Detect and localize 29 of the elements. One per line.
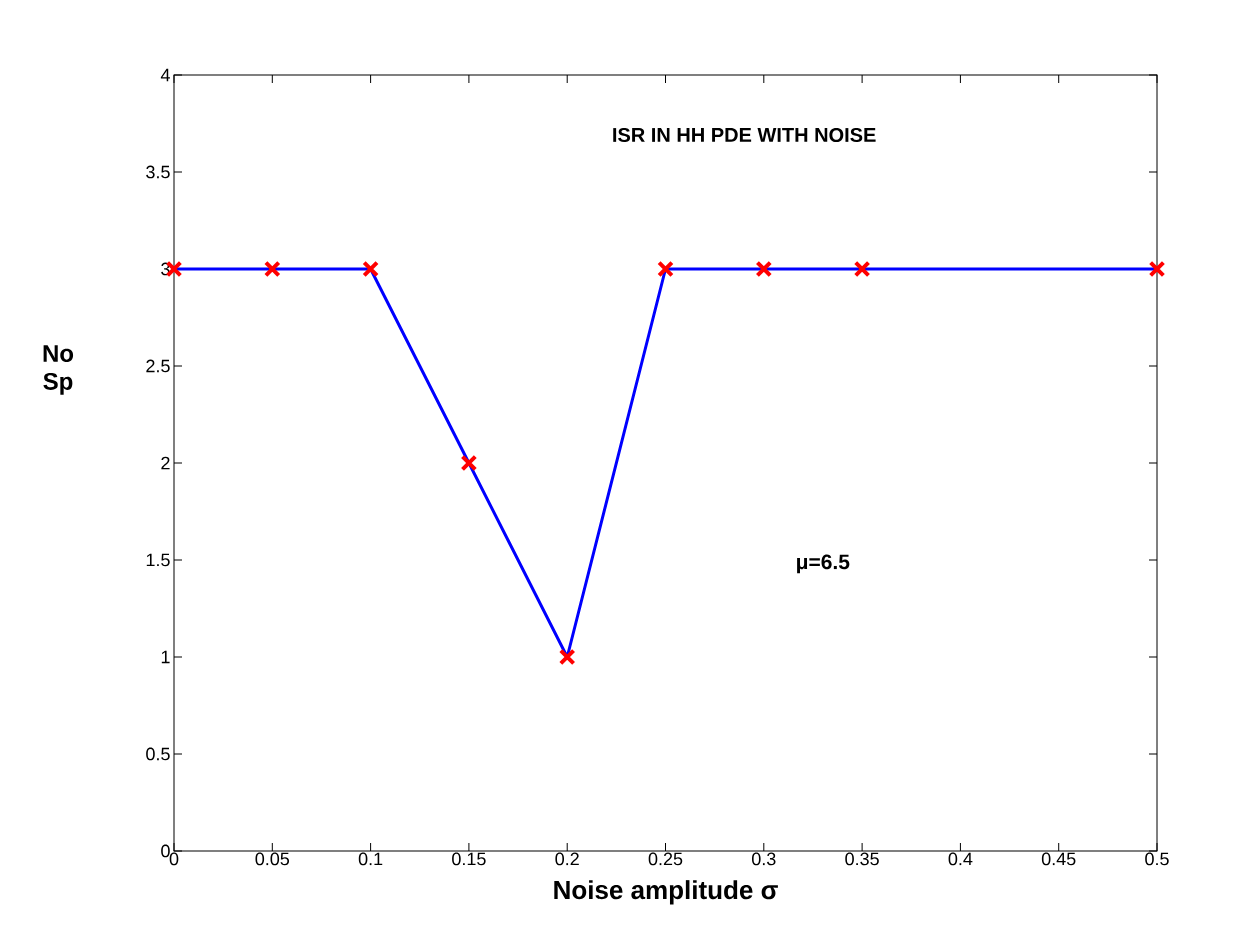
point	[460, 454, 478, 472]
x-tick-label: 0.25	[648, 852, 683, 866]
x-axis-title: Noise amplitude σ	[554, 880, 778, 905]
y-tick-label: 1.5	[146, 553, 170, 567]
annotation: μ=6.5	[797, 554, 850, 574]
y-tick-label: 2	[161, 456, 170, 470]
y-tick-label: 1	[161, 650, 170, 664]
point	[853, 260, 871, 278]
x-tick-label: 0.05	[255, 852, 290, 866]
point	[657, 260, 674, 278]
x-tick-label: 0.5	[1145, 852, 1169, 866]
x-tick-label: 0.3	[752, 852, 776, 866]
point	[263, 260, 281, 278]
y-tick-label: 4	[160, 68, 170, 82]
x-tick-label: 0.35	[845, 852, 879, 866]
y-tick-label: 2.5	[146, 359, 170, 373]
point	[755, 260, 773, 278]
x-tick-label: 0.2	[555, 852, 579, 866]
x-tick-label: 0.4	[948, 852, 973, 866]
y-tick-label: 3.5	[146, 165, 170, 179]
point	[558, 648, 576, 666]
x-tick-label: 0.45	[1041, 852, 1076, 866]
text: ISR IN HH PDE WITH NOISE	[613, 127, 876, 143]
x-tick-label: 0.1	[358, 852, 383, 866]
y-axis-title: No Sp	[43, 345, 74, 395]
point	[1148, 260, 1166, 278]
x-tick-label: 0.15	[452, 852, 486, 866]
y-tick-label: 0.5	[146, 747, 170, 761]
point	[362, 260, 379, 278]
